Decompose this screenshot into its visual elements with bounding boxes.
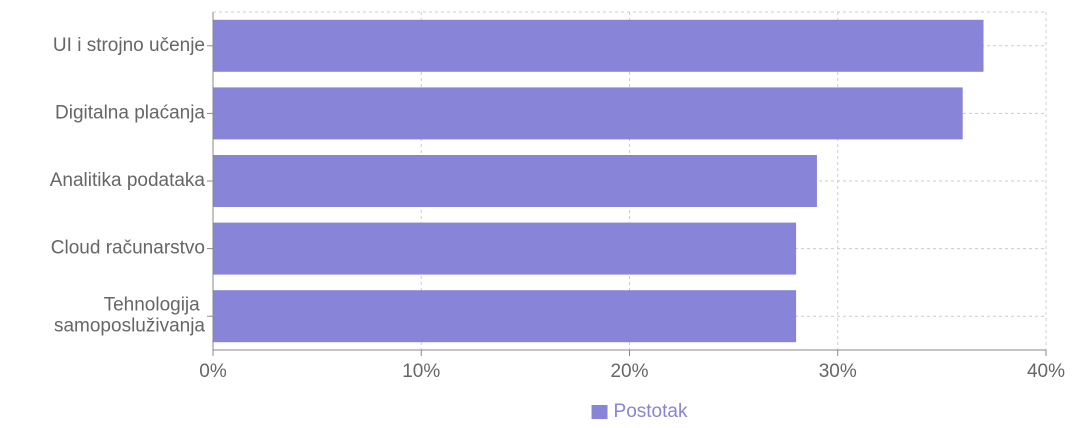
bar [213,87,963,140]
legend-label: Postotak [614,401,688,422]
x-tick-label: 20% [610,361,648,382]
legend-swatch [591,405,608,419]
y-tick-label: Cloud računarstvo [51,238,205,259]
y-tick-label: Digitalna plaćanja [55,102,205,123]
x-tick-label: 0% [199,361,227,382]
bar [213,155,817,207]
bar [213,290,797,343]
bar [213,19,984,72]
y-tick-label-line: Tehnologija [104,295,205,316]
x-tick-label: 30% [819,361,857,382]
x-tick-label: 10% [402,361,440,382]
bar [213,222,797,275]
y-tick-label-line: samoposluživanja [54,316,205,337]
x-tick-label: 40% [1027,361,1065,382]
y-tick-label: Analitika podataka [50,170,206,191]
y-tick-label: UI i strojno učenje [53,35,205,56]
y-tick-label: Tehnologija samoposluživanja [54,295,205,337]
